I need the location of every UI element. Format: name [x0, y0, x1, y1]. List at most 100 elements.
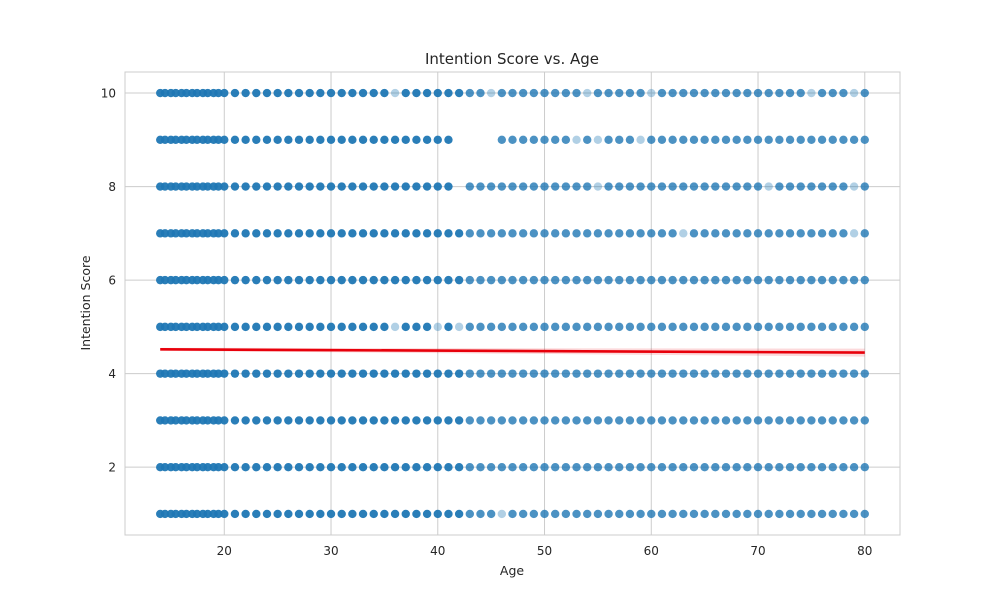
data-point: [433, 88, 442, 98]
data-point: [540, 229, 549, 238]
data-point: [294, 229, 304, 238]
data-point: [583, 88, 592, 98]
data-point: [182, 509, 191, 519]
data-point: [529, 322, 539, 332]
data-point: [615, 416, 624, 425]
data-point: [390, 275, 400, 285]
data-point: [625, 369, 635, 378]
data-point: [284, 416, 293, 425]
data-point: [583, 229, 592, 238]
data-point: [668, 322, 677, 332]
data-point: [220, 462, 229, 472]
data-point: [171, 462, 180, 472]
data-point: [230, 275, 240, 285]
data-point: [561, 88, 571, 98]
data-point: [668, 369, 677, 378]
data-point: [604, 416, 613, 425]
data-point: [711, 509, 720, 519]
data-point: [252, 509, 261, 519]
data-point: [273, 509, 282, 519]
data-point: [785, 416, 795, 425]
data-point: [860, 88, 869, 98]
data-point: [860, 322, 869, 332]
data-point: [401, 322, 410, 332]
data-point: [182, 369, 191, 378]
data-point: [604, 509, 613, 519]
data-point: [540, 416, 549, 425]
data-point: [273, 462, 282, 472]
data-point: [380, 182, 389, 191]
data-point: [561, 182, 571, 191]
data-point: [636, 322, 645, 332]
data-point: [262, 509, 272, 519]
data-point: [700, 135, 709, 145]
data-point: [572, 275, 581, 285]
data-point: [412, 462, 421, 472]
data-point: [160, 229, 170, 238]
data-point: [252, 88, 261, 98]
data-point: [294, 416, 304, 425]
data-point: [182, 416, 191, 425]
data-point: [380, 369, 389, 378]
data-point: [433, 509, 442, 519]
data-point: [160, 509, 170, 519]
data-point: [551, 182, 560, 191]
data-point: [817, 88, 827, 98]
data-point: [192, 229, 202, 238]
data-point: [508, 509, 517, 519]
data-point: [214, 322, 223, 332]
data-point: [497, 88, 507, 98]
data-point: [743, 416, 752, 425]
data-point: [401, 462, 410, 472]
data-point: [390, 416, 400, 425]
data-point: [422, 88, 432, 98]
data-point: [796, 369, 805, 378]
data-point: [657, 416, 667, 425]
y-tick-label: 10: [101, 87, 116, 101]
data-point: [160, 182, 170, 191]
data-point: [412, 416, 421, 425]
data-point: [860, 275, 869, 285]
data-point: [540, 135, 549, 145]
data-point: [572, 416, 581, 425]
data-point: [785, 509, 795, 519]
data-point: [743, 229, 752, 238]
data-point: [625, 135, 635, 145]
data-point: [390, 229, 400, 238]
data-point: [182, 135, 191, 145]
data-point: [551, 369, 560, 378]
data-point: [433, 135, 442, 145]
data-point: [252, 322, 261, 332]
data-point: [743, 275, 752, 285]
x-tick-label: 50: [537, 544, 552, 558]
data-point: [454, 275, 464, 285]
data-point: [518, 369, 528, 378]
data-point: [796, 462, 805, 472]
data-point: [241, 369, 250, 378]
data-point: [647, 369, 656, 378]
data-point: [796, 416, 805, 425]
y-tick-label: 2: [108, 461, 116, 475]
data-point: [422, 322, 432, 332]
data-point: [348, 462, 357, 472]
data-point: [220, 88, 229, 98]
data-point: [551, 462, 560, 472]
data-point: [160, 275, 170, 285]
data-point: [647, 229, 656, 238]
data-point: [593, 275, 603, 285]
data-point: [849, 275, 859, 285]
data-point: [220, 182, 229, 191]
data-point: [369, 462, 378, 472]
data-point: [369, 275, 378, 285]
data-point: [647, 462, 656, 472]
data-point: [262, 229, 272, 238]
data-point: [508, 322, 517, 332]
data-point: [625, 322, 635, 332]
data-point: [192, 135, 202, 145]
data-point: [711, 229, 720, 238]
data-point: [679, 509, 688, 519]
data-point: [615, 229, 624, 238]
data-point: [689, 322, 699, 332]
data-point: [743, 135, 752, 145]
